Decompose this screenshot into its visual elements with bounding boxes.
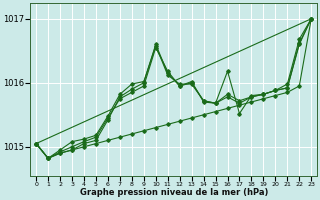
- X-axis label: Graphe pression niveau de la mer (hPa): Graphe pression niveau de la mer (hPa): [79, 188, 268, 197]
